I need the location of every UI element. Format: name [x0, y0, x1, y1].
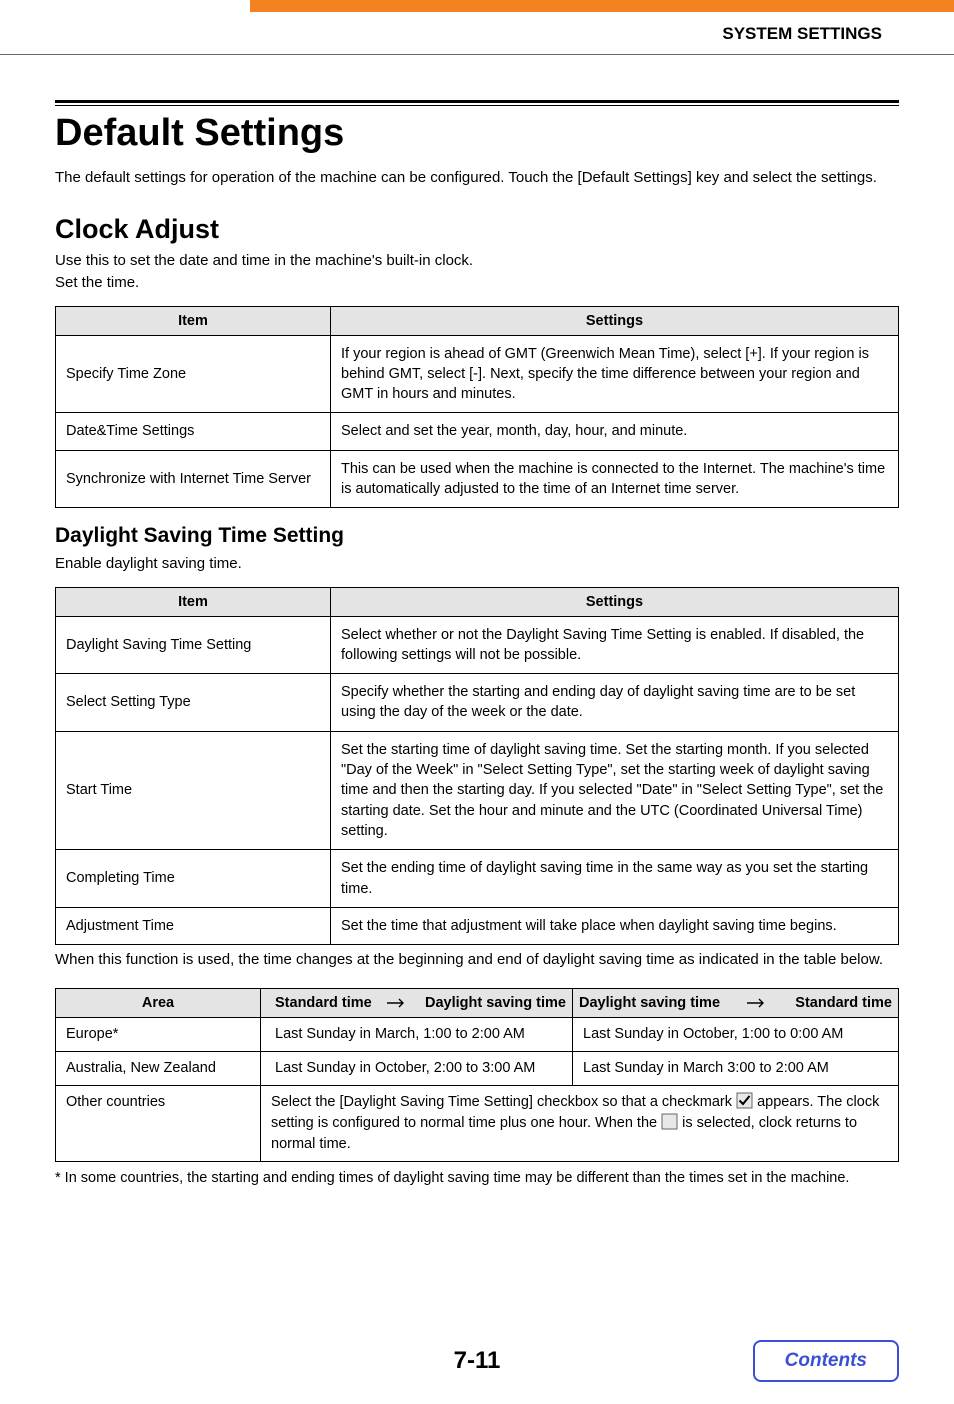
item-cell: Completing Time: [56, 850, 331, 908]
area-c1: Last Sunday in March, 1:00 to 2:00 AM: [261, 1018, 573, 1052]
page-footer: 7-11 Contents: [55, 1338, 899, 1384]
page-number: 7-11: [454, 1347, 501, 1375]
col-area: Area: [56, 989, 261, 1018]
area-cell: Australia, New Zealand: [56, 1052, 261, 1086]
table-row: Date&Time Settings Select and set the ye…: [56, 413, 899, 450]
contents-button[interactable]: Contents: [753, 1340, 899, 1382]
table-row: Adjustment Time Set the time that adjust…: [56, 907, 899, 944]
item-cell: Select Setting Type: [56, 674, 331, 732]
setting-cell: Set the starting time of daylight saving…: [331, 731, 899, 849]
std-label: Standard time: [275, 995, 372, 1011]
header-section-title: SYSTEM SETTINGS: [0, 12, 954, 55]
area-c2: Last Sunday in March 3:00 to 2:00 AM: [573, 1052, 899, 1086]
table-row: Australia, New Zealand Last Sunday in Oc…: [56, 1052, 899, 1086]
area-c2: Last Sunday in October, 1:00 to 0:00 AM: [573, 1018, 899, 1052]
table-header-row: Area Standard time Daylight saving time …: [56, 989, 899, 1018]
item-cell: Specify Time Zone: [56, 335, 331, 413]
col-item: Item: [56, 306, 331, 335]
setting-cell: This can be used when the machine is con…: [331, 450, 899, 508]
table-row: Other countries Select the [Daylight Sav…: [56, 1086, 899, 1162]
dst-note: When this function is used, the time cha…: [55, 949, 899, 970]
intro-text: The default settings for operation of th…: [55, 167, 899, 188]
other-text-a: Select the [Daylight Saving Time Setting…: [271, 1094, 736, 1110]
table-row: Synchronize with Internet Time Server Th…: [56, 450, 899, 508]
col-settings: Settings: [331, 306, 899, 335]
setting-cell: Select whether or not the Daylight Savin…: [331, 616, 899, 674]
checkbox-empty-icon: [661, 1113, 678, 1130]
item-cell: Synchronize with Internet Time Server: [56, 450, 331, 508]
setting-cell: Select and set the year, month, day, hou…: [331, 413, 899, 450]
col-settings: Settings: [331, 587, 899, 616]
table-header-row: Item Settings: [56, 587, 899, 616]
checkbox-checked-icon: [736, 1092, 753, 1109]
dst-label: Daylight saving time: [579, 995, 720, 1011]
item-cell: Daylight Saving Time Setting: [56, 616, 331, 674]
arrow-right-icon: [747, 998, 769, 1008]
table-row: Europe* Last Sunday in March, 1:00 to 2:…: [56, 1018, 899, 1052]
table-header-row: Item Settings: [56, 306, 899, 335]
dst-heading: Daylight Saving Time Setting: [55, 524, 899, 548]
col-dst-to-std: Daylight saving time Standard time: [573, 989, 899, 1018]
setting-cell: Set the time that adjustment will take p…: [331, 907, 899, 944]
rule-thick: [55, 100, 899, 103]
rule-thin: [55, 105, 899, 106]
area-table: Area Standard time Daylight saving time …: [55, 988, 899, 1162]
table-row: Select Setting Type Specify whether the …: [56, 674, 899, 732]
dst-table: Item Settings Daylight Saving Time Setti…: [55, 587, 899, 946]
area-cell: Other countries: [56, 1086, 261, 1162]
table-row: Daylight Saving Time Setting Select whet…: [56, 616, 899, 674]
dst-label: Daylight saving time: [425, 995, 566, 1011]
setting-cell: Set the ending time of daylight saving t…: [331, 850, 899, 908]
dst-sub: Enable daylight saving time.: [55, 554, 899, 574]
table-row: Specify Time Zone If your region is ahea…: [56, 335, 899, 413]
col-item: Item: [56, 587, 331, 616]
footnote: * In some countries, the starting and en…: [55, 1168, 899, 1188]
col-std-to-dst: Standard time Daylight saving time: [261, 989, 573, 1018]
orange-accent-bar: [250, 0, 954, 12]
setting-cell: If your region is ahead of GMT (Greenwic…: [331, 335, 899, 413]
item-cell: Start Time: [56, 731, 331, 849]
clock-heading: Clock Adjust: [55, 214, 899, 245]
area-c1: Last Sunday in October, 2:00 to 3:00 AM: [261, 1052, 573, 1086]
std-label: Standard time: [795, 995, 892, 1011]
table-row: Completing Time Set the ending time of d…: [56, 850, 899, 908]
clock-sub1: Use this to set the date and time in the…: [55, 251, 899, 271]
clock-table: Item Settings Specify Time Zone If your …: [55, 306, 899, 509]
arrow-right-icon: [387, 998, 409, 1008]
other-cell: Select the [Daylight Saving Time Setting…: [261, 1086, 899, 1162]
area-cell: Europe*: [56, 1018, 261, 1052]
page-title: Default Settings: [55, 112, 899, 155]
item-cell: Adjustment Time: [56, 907, 331, 944]
item-cell: Date&Time Settings: [56, 413, 331, 450]
clock-sub2: Set the time.: [55, 273, 899, 293]
table-row: Start Time Set the starting time of dayl…: [56, 731, 899, 849]
setting-cell: Specify whether the starting and ending …: [331, 674, 899, 732]
